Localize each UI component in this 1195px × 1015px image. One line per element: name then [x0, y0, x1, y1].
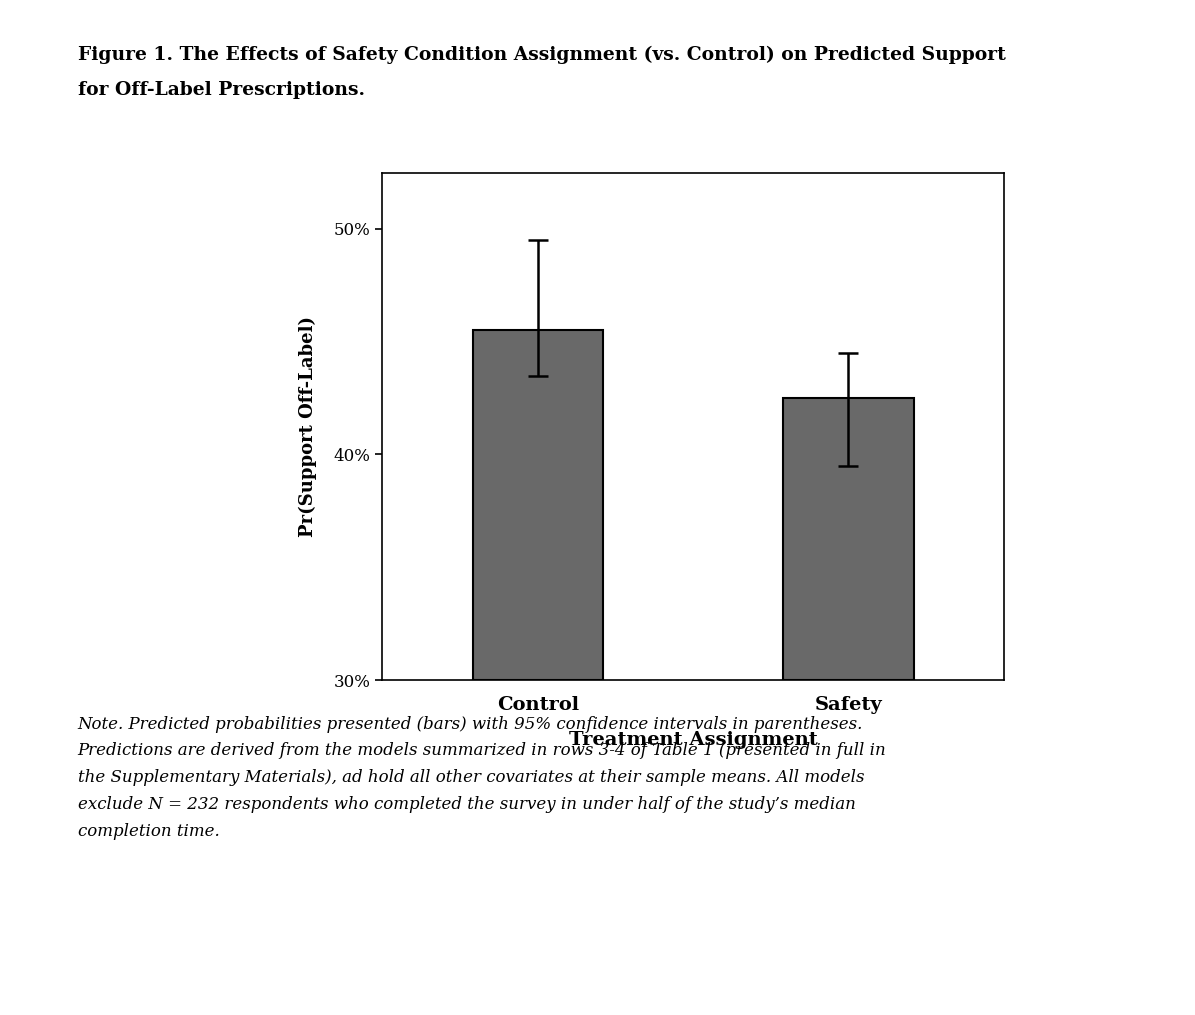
Y-axis label: Pr(Support Off-Label): Pr(Support Off-Label)	[299, 316, 317, 537]
Bar	[783, 398, 914, 680]
Text: Figure 1. The Effects of Safety Condition Assignment (vs. Control) on Predicted : Figure 1. The Effects of Safety Conditio…	[78, 46, 1005, 64]
X-axis label: Treatment Assignment: Treatment Assignment	[569, 731, 817, 749]
Bar	[472, 331, 603, 680]
Text: Note. Predicted probabilities presented (bars) with 95% confidence intervals in : Note. Predicted probabilities presented …	[78, 716, 887, 839]
Text: for Off-Label Prescriptions.: for Off-Label Prescriptions.	[78, 81, 364, 99]
